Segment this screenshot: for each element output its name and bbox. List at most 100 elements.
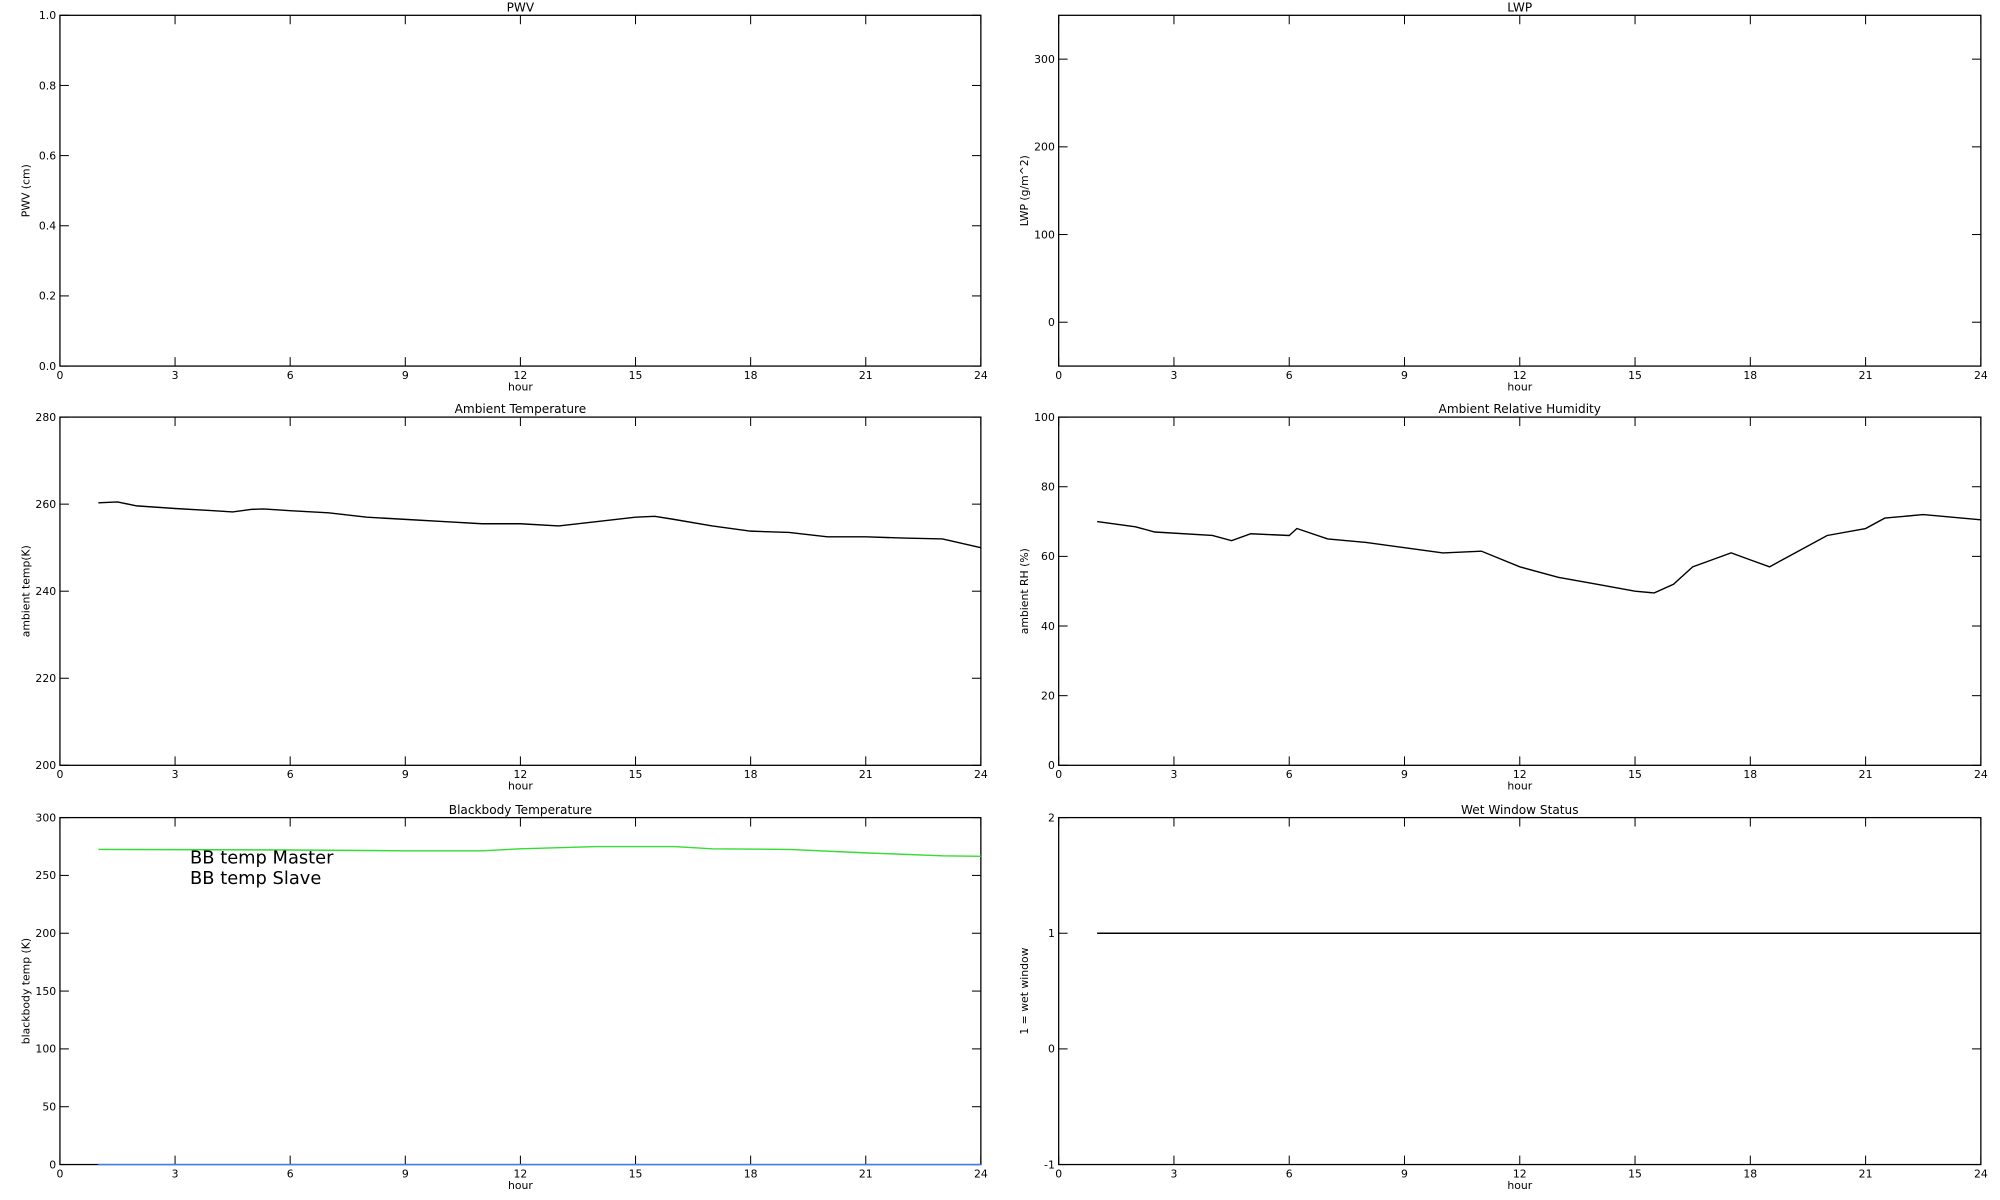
x-tick-label: 6	[287, 768, 294, 781]
chart-title: PWV	[507, 0, 535, 14]
data-line	[98, 845, 981, 858]
x-axis-label: hour	[508, 380, 533, 393]
panel: PWV hour PWV (cm) 0 3 6 9 12 15 18 21 24 0.0 0.2 0.4 0.…	[19, 0, 988, 393]
x-tick-label: 12	[1513, 768, 1527, 781]
x-tick-label: 3	[172, 369, 179, 382]
legend-entry: BB temp Slave	[190, 868, 321, 889]
y-axis-label: 1 = wet window	[1018, 947, 1031, 1034]
x-tick-label: 24	[974, 768, 988, 781]
chart-title: Wet Window Status	[1461, 803, 1579, 817]
x-tick-label: 21	[1859, 1167, 1873, 1180]
y-tick-label: 80	[1041, 481, 1055, 494]
x-tick-label: 6	[1286, 1167, 1293, 1180]
x-tick-label: 15	[1628, 768, 1642, 781]
x-tick-label: 6	[287, 369, 294, 382]
x-tick-label: 12	[1513, 369, 1527, 382]
panel: Ambient Temperature hour ambient temp(K) 0 3…	[19, 402, 988, 792]
x-tick-label: 24	[974, 369, 988, 382]
x-tick-label: 18	[1743, 768, 1757, 781]
x-tick-label: 0	[57, 768, 64, 781]
x-tick-label: 21	[859, 369, 873, 382]
y-tick-label: -1	[1044, 1158, 1055, 1171]
x-tick-label: 21	[859, 768, 873, 781]
y-tick-label: 240	[35, 585, 56, 598]
x-tick-label: 9	[402, 768, 409, 781]
x-tick-label: 21	[1859, 369, 1873, 382]
y-tick-label: 1.0	[39, 9, 56, 22]
x-tick-label: 6	[1286, 369, 1293, 382]
y-tick-label: 150	[35, 985, 56, 998]
data-line	[98, 501, 982, 549]
panel: LWP hour LWP (g/m^2) 0 3 6 9 12 15 18 21 24 0 100 200 3…	[1018, 0, 1988, 393]
x-tick-label: 12	[514, 1167, 528, 1180]
y-tick-label: 0.4	[39, 220, 56, 233]
x-tick-label: 3	[1171, 1167, 1178, 1180]
y-tick-label: 2	[1048, 811, 1055, 824]
x-tick-label: 0	[57, 369, 64, 382]
x-tick-label: 9	[1401, 768, 1408, 781]
y-tick-label: 0	[1048, 759, 1055, 772]
x-tick-label: 24	[974, 1167, 988, 1180]
y-tick-label: 50	[42, 1101, 56, 1114]
x-tick-label: 21	[859, 1167, 873, 1180]
x-tick-label: 15	[629, 768, 643, 781]
x-tick-label: 18	[1743, 1167, 1757, 1180]
y-tick-label: 220	[35, 672, 56, 685]
y-tick-label: 300	[35, 811, 56, 824]
legend-entry: BB temp Master	[190, 848, 334, 869]
y-tick-label: 0.2	[39, 290, 56, 303]
x-tick-label: 3	[1171, 369, 1178, 382]
chart-title: LWP	[1507, 0, 1532, 14]
x-tick-label: 0	[1055, 768, 1062, 781]
x-tick-label: 9	[1401, 369, 1408, 382]
y-axis-label: LWP (g/m^2)	[1018, 155, 1031, 226]
chart-title: Blackbody Temperature	[449, 803, 592, 817]
panel: Ambient Relative Humidity hour ambient RH …	[1018, 402, 1988, 792]
x-tick-label: 0	[1055, 1167, 1062, 1180]
y-tick-label: 20	[1041, 689, 1055, 702]
x-tick-label: 24	[1974, 768, 1988, 781]
y-axis-label: ambient RH (%)	[1018, 548, 1031, 634]
x-tick-label: 24	[1974, 1167, 1988, 1180]
x-tick-label: 12	[514, 369, 528, 382]
y-tick-label: 0	[49, 1158, 56, 1171]
y-tick-label: 300	[1034, 53, 1055, 66]
y-tick-label: 0.8	[39, 79, 56, 92]
y-axis-label: ambient temp(K)	[19, 545, 32, 637]
y-tick-label: 260	[35, 498, 56, 511]
y-tick-label: 200	[35, 927, 56, 940]
x-tick-label: 15	[629, 369, 643, 382]
x-axis-label: hour	[1507, 780, 1532, 793]
panel: Blackbody Temperature hour blackbody temp …	[19, 803, 988, 1192]
x-tick-label: 24	[1974, 369, 1988, 382]
x-tick-label: 12	[1513, 1167, 1527, 1180]
x-tick-label: 15	[1628, 369, 1642, 382]
plot-frame	[1058, 14, 1982, 367]
x-axis-label: hour	[508, 780, 533, 793]
y-tick-label: 40	[1041, 620, 1055, 633]
x-tick-label: 9	[1401, 1167, 1408, 1180]
plot-frame	[59, 14, 982, 367]
panel: Wet Window Status hour 1 = wet window 0 3 6 9 1…	[1018, 803, 1988, 1192]
y-axis-label: blackbody temp (K)	[19, 938, 32, 1044]
x-tick-label: 3	[1171, 768, 1178, 781]
x-tick-label: 9	[402, 369, 409, 382]
y-tick-label: 0	[1048, 316, 1055, 329]
x-tick-label: 18	[744, 1167, 758, 1180]
y-tick-label: 0	[1048, 1043, 1055, 1056]
x-axis-label: hour	[1507, 380, 1532, 393]
x-tick-label: 15	[1628, 1167, 1642, 1180]
x-axis-label: hour	[1507, 1179, 1532, 1192]
x-tick-label: 3	[172, 768, 179, 781]
plot-frame	[1058, 816, 1982, 1166]
y-tick-label: 100	[1034, 228, 1055, 241]
chart-title: Ambient Temperature	[455, 402, 587, 416]
x-tick-label: 6	[1286, 768, 1293, 781]
x-tick-label: 0	[57, 1167, 64, 1180]
y-tick-label: 0.6	[39, 149, 56, 162]
y-tick-label: 200	[1034, 141, 1055, 154]
x-tick-label: 21	[1859, 768, 1873, 781]
y-tick-label: 100	[35, 1043, 56, 1056]
x-tick-label: 9	[402, 1167, 409, 1180]
